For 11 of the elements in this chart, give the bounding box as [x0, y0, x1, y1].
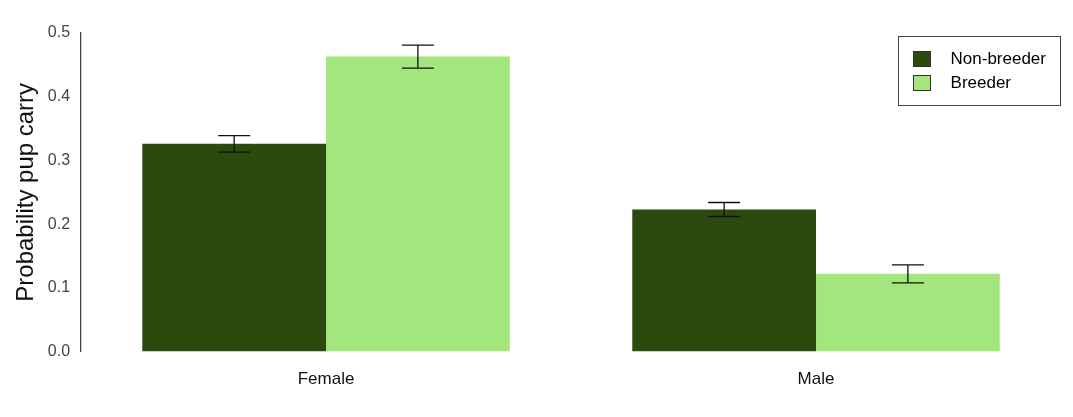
legend-label: Breeder: [950, 72, 1012, 94]
y-axis-title: Probability pup carry: [11, 82, 39, 302]
y-tick-label: 0.5: [47, 23, 71, 41]
y-tick-label: 0.3: [47, 150, 71, 168]
y-tick-label: 0.4: [47, 87, 71, 105]
y-tick-label: 0.1: [47, 278, 71, 296]
legend-label: Non-breeder: [950, 48, 1046, 70]
x-tick-label: Female: [297, 369, 355, 389]
x-tick-label: Male: [797, 369, 835, 389]
y-tick-label: 0.0: [47, 342, 71, 360]
y-tick-label: 0.2: [47, 214, 71, 232]
